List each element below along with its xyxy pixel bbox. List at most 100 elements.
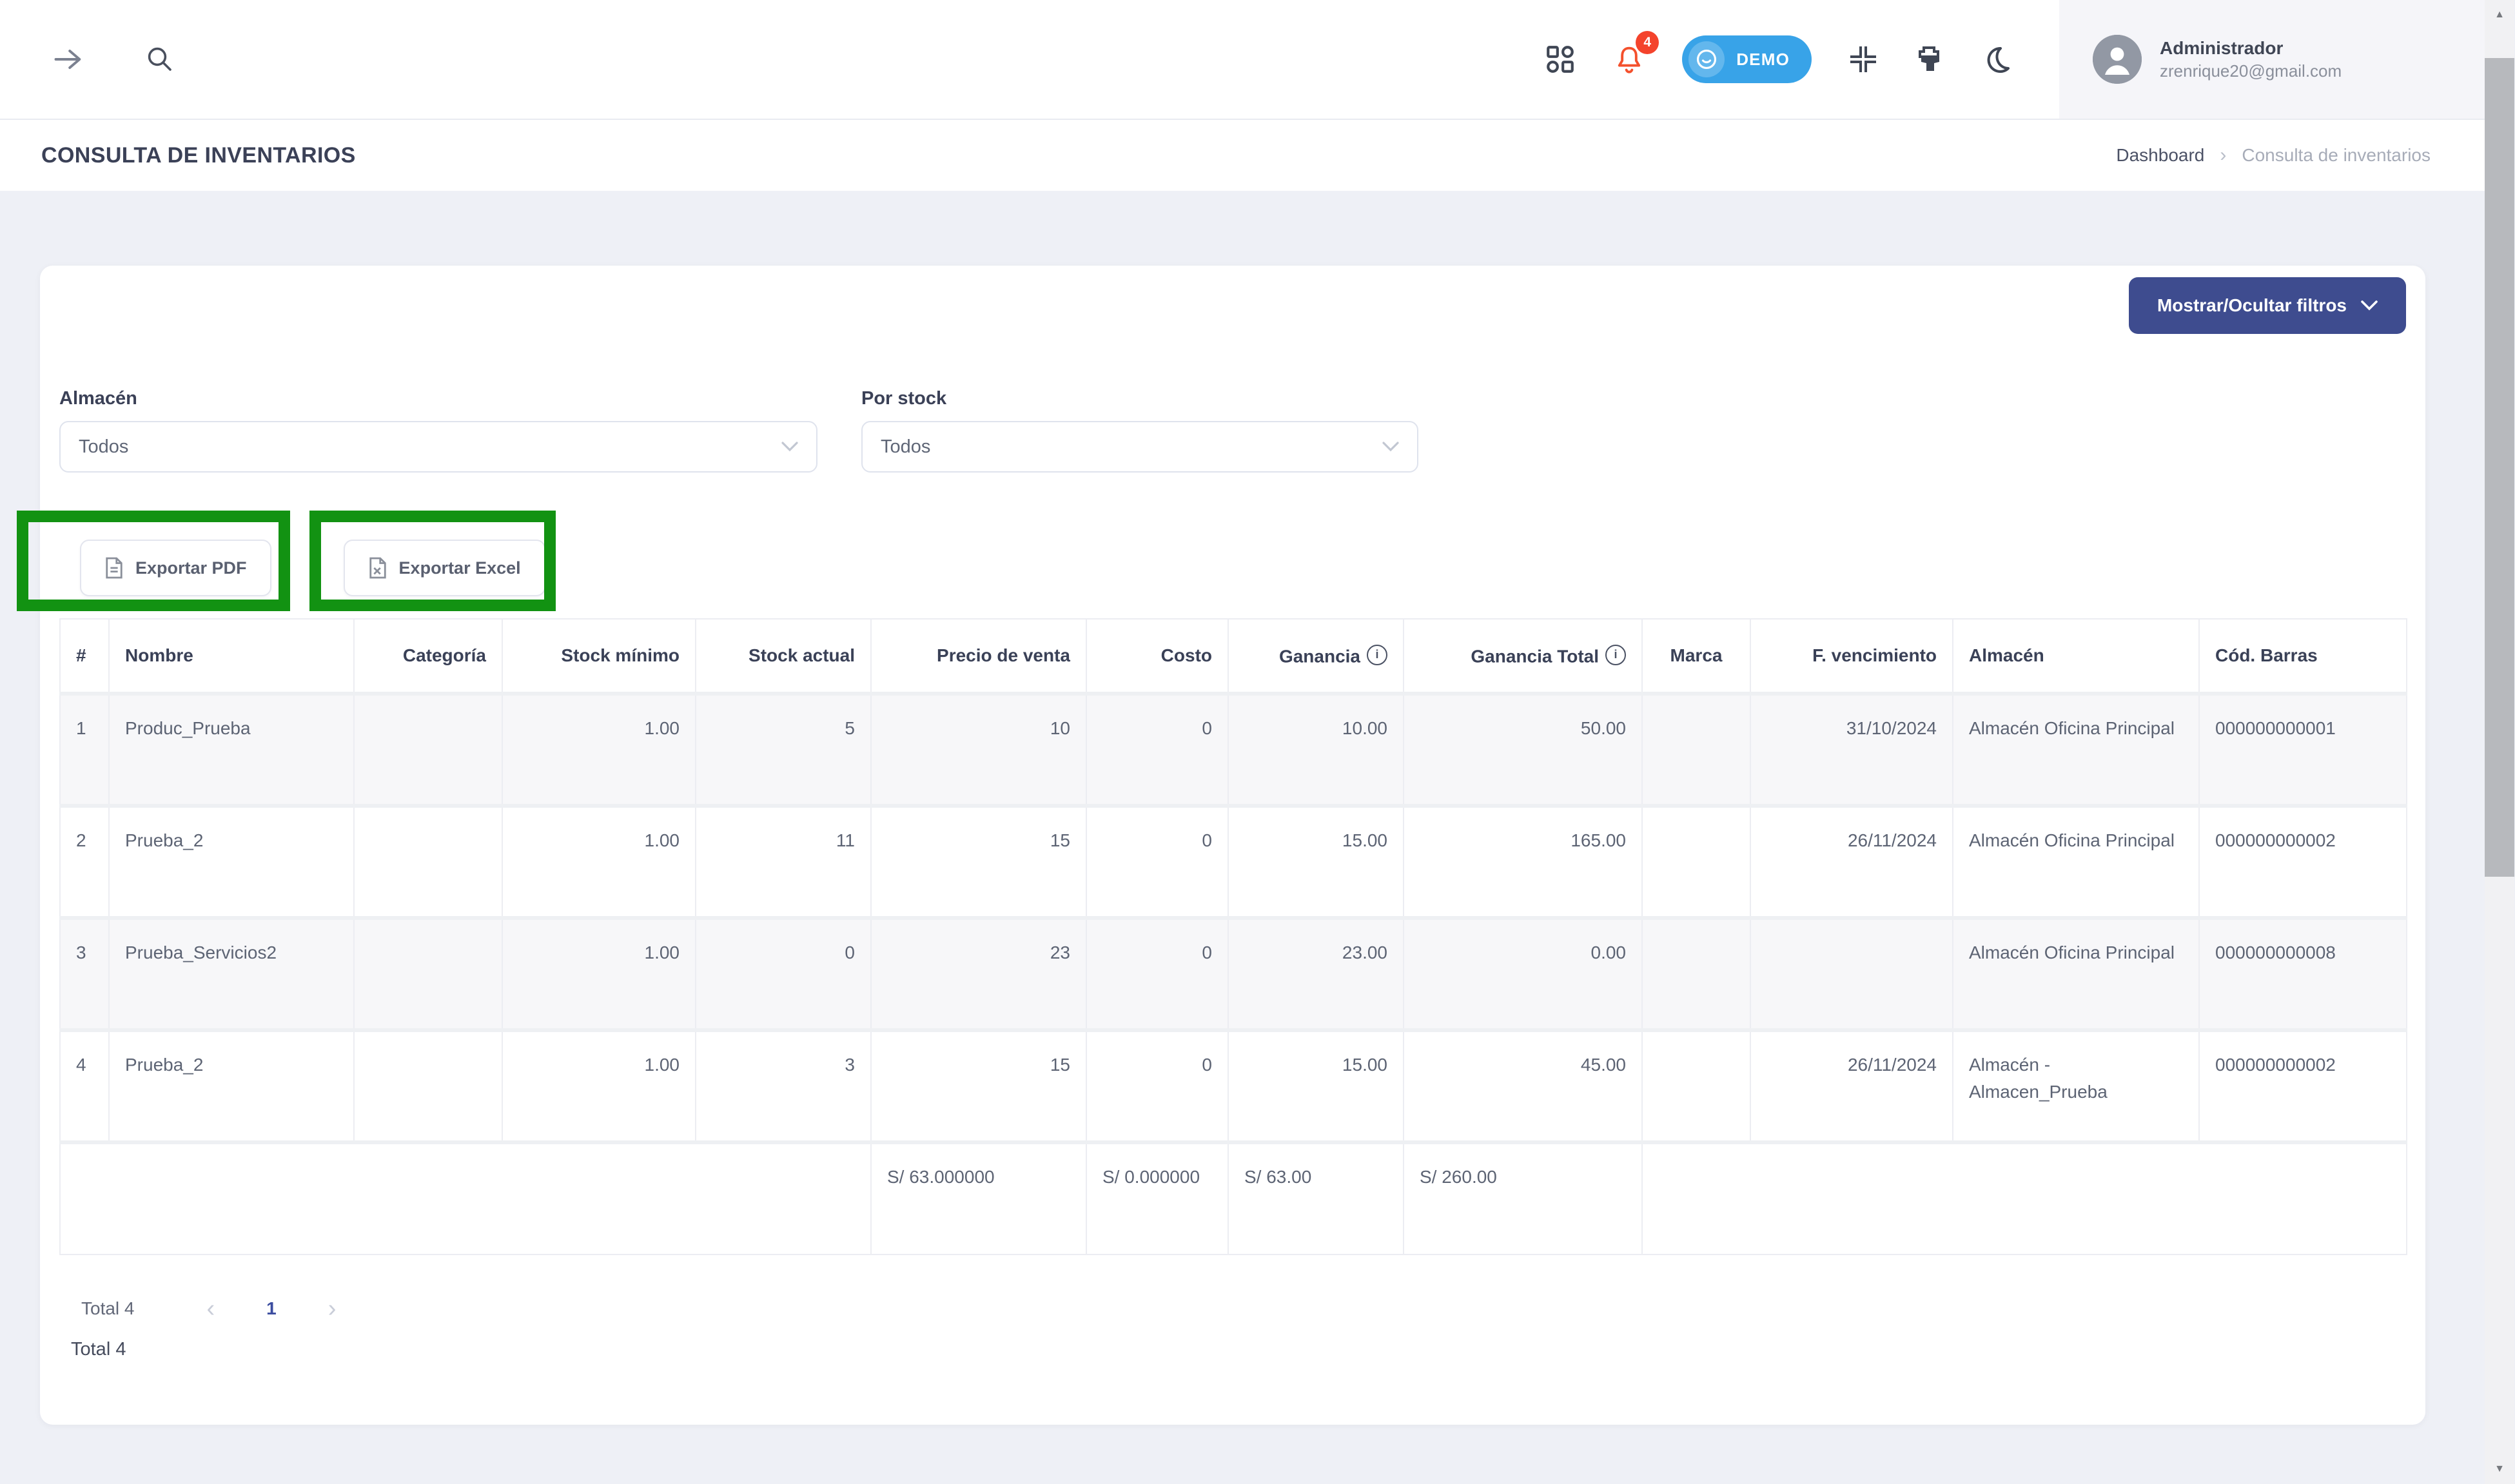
- totals-ganancia: S/ 63.00: [1228, 1142, 1404, 1255]
- footer-total: Total 4: [71, 1339, 126, 1360]
- table-cell-categoria: [353, 806, 503, 918]
- table-cell-marca: [1641, 1030, 1751, 1142]
- info-icon[interactable]: i: [1367, 644, 1387, 665]
- filter-por-stock: Por stock Todos: [861, 388, 1418, 473]
- filter-almacen: Almacén Todos: [59, 388, 817, 473]
- table-cell-cod-barras: 000000000002: [2198, 806, 2407, 918]
- table-cell-nombre: Produc_Prueba: [108, 694, 355, 806]
- user-name: Administrador: [2160, 37, 2284, 58]
- table-cell-precio-venta: 10: [870, 694, 1087, 806]
- col-header-stock-minimo: Stock mínimo: [502, 619, 696, 696]
- table-cell-stock-min: 1.00: [502, 918, 696, 1030]
- scrollbar-thumb[interactable]: [2485, 58, 2514, 877]
- export-actions: Exportar PDF Exportar Excel: [80, 540, 2406, 596]
- scrollbar-down-arrow[interactable]: ▼: [2494, 1463, 2505, 1474]
- page-title: CONSULTA DE INVENTARIOS: [41, 142, 356, 168]
- col-header-nombre: Nombre: [108, 619, 355, 696]
- totals-empty-right: [1641, 1142, 2407, 1255]
- table-cell-marca: [1641, 918, 1751, 1030]
- header-left: [0, 43, 175, 76]
- table-cell-nombre: Prueba_2: [108, 806, 355, 918]
- top-header: 4 DEMO: [0, 0, 2485, 120]
- table-row: 3 Prueba_Servicios2 1.00 0 23 0 23.00 0.00 Almac…: [59, 918, 2407, 1030]
- table-cell-stock-actual: 3: [695, 1030, 872, 1142]
- table-cell-f-vencimiento: 26/11/2024: [1750, 1030, 1953, 1142]
- user-email: zrenrique20@gmail.com: [2160, 61, 2342, 81]
- filters-section: Almacén Todos Por stock Todos: [59, 388, 2406, 473]
- compress-fullscreen-icon[interactable]: [1848, 44, 1879, 75]
- table-cell-ganancia-total: 0.00: [1403, 918, 1643, 1030]
- apps-grid-icon[interactable]: [1544, 43, 1576, 75]
- toggle-filters-button[interactable]: Mostrar/Ocultar filtros: [2128, 277, 2406, 334]
- export-pdf-button[interactable]: Exportar PDF: [80, 540, 271, 596]
- totals-precio-venta: S/ 63.000000: [870, 1142, 1087, 1255]
- info-icon[interactable]: i: [1605, 644, 1626, 665]
- table-cell-stock-actual: 11: [695, 806, 872, 918]
- notification-count-badge: 4: [1636, 31, 1659, 54]
- vertical-scrollbar: ▲ ▼: [2485, 0, 2514, 1484]
- table-cell-precio-venta: 23: [870, 918, 1087, 1030]
- toggle-filters-label: Mostrar/Ocultar filtros: [2157, 295, 2347, 315]
- table-cell-num: 3: [59, 918, 110, 1030]
- pagination-page-1[interactable]: 1: [266, 1298, 277, 1318]
- almacen-select[interactable]: Todos: [59, 421, 817, 473]
- pagination-prev-button[interactable]: ‹: [206, 1295, 215, 1322]
- export-excel-button[interactable]: Exportar Excel: [343, 540, 545, 596]
- user-menu[interactable]: Administrador zrenrique20@gmail.com: [2059, 0, 2485, 119]
- table-cell-stock-actual: 5: [695, 694, 872, 806]
- col-header-f-vencimiento: F. vencimiento: [1750, 619, 1953, 696]
- header-icon-group: 4 DEMO: [1544, 31, 2013, 83]
- smiley-icon: [1688, 41, 1725, 77]
- col-header-stock-actual: Stock actual: [695, 619, 872, 696]
- col-header-almacen: Almacén: [1952, 619, 2200, 696]
- pagination: Total 4 ‹ 1 ›: [59, 1296, 2406, 1321]
- chevron-down-icon: [1382, 442, 1399, 452]
- paint-brush-icon[interactable]: [1915, 44, 1946, 75]
- breadcrumb-dashboard[interactable]: Dashboard: [2116, 145, 2205, 165]
- table-cell-stock-min: 1.00: [502, 1030, 696, 1142]
- table-cell-nombre: Prueba_2: [108, 1030, 355, 1142]
- table-cell-ganancia: 15.00: [1228, 1030, 1404, 1142]
- excel-file-icon: [369, 557, 386, 579]
- table-cell-stock-min: 1.00: [502, 806, 696, 918]
- filter-por-stock-label: Por stock: [861, 388, 947, 409]
- pagination-total: Total 4: [81, 1298, 135, 1318]
- por-stock-select[interactable]: Todos: [861, 421, 1418, 473]
- col-header-ganancia: Ganancia i: [1228, 619, 1404, 696]
- export-excel-label: Exportar Excel: [398, 558, 521, 578]
- sidebar-toggle-arrow-icon[interactable]: [52, 43, 85, 76]
- inventory-card: Mostrar/Ocultar filtros Almacén Todos: [17, 266, 2425, 1425]
- inventory-table: # Nombre Categoría Stock mínimo Stock ac…: [59, 618, 2407, 1255]
- col-header-marca: Marca: [1641, 619, 1751, 696]
- col-header-ganancia-total: Ganancia Total i: [1403, 619, 1643, 696]
- table-cell-f-vencimiento: 26/11/2024: [1750, 806, 1953, 918]
- col-header-num: #: [59, 619, 110, 696]
- notifications-bell-icon[interactable]: 4: [1612, 31, 1659, 76]
- demo-badge[interactable]: DEMO: [1682, 35, 1812, 83]
- table-cell-f-vencimiento: 31/10/2024: [1750, 694, 1953, 806]
- search-icon[interactable]: [144, 44, 175, 75]
- table-cell-f-vencimiento: [1750, 918, 1953, 1030]
- table-cell-marca: [1641, 806, 1751, 918]
- dark-mode-moon-icon[interactable]: [1982, 44, 2013, 75]
- table-totals-row: S/ 63.000000 S/ 0.000000 S/ 63.00 S/ 260…: [59, 1142, 2407, 1255]
- table-cell-almacen: Almacén Oficina Principal: [1952, 694, 2200, 806]
- pdf-file-icon: [106, 557, 122, 579]
- table-cell-stock-actual: 0: [695, 918, 872, 1030]
- pagination-next-button[interactable]: ›: [328, 1295, 337, 1322]
- table-row: 4 Prueba_2 1.00 3 15 0 15.00 45.00 26/11/2024 Alm…: [59, 1030, 2407, 1142]
- table-row: 1 Produc_Prueba 1.00 5 10 0 10.00 50.00 31/10/20…: [59, 694, 2407, 806]
- table-cell-almacen: Almacén Oficina Principal: [1952, 806, 2200, 918]
- table-cell-almacen: Almacén - Almacen_Prueba: [1952, 1030, 2200, 1142]
- table-cell-almacen: Almacén Oficina Principal: [1952, 918, 2200, 1030]
- table-header: # Nombre Categoría Stock mínimo Stock ac…: [59, 619, 2407, 696]
- title-bar: CONSULTA DE INVENTARIOS Dashboard › Cons…: [0, 120, 2485, 191]
- table-cell-ganancia-total: 50.00: [1403, 694, 1643, 806]
- page-body: Mostrar/Ocultar filtros Almacén Todos: [0, 191, 2485, 1425]
- table-cell-precio-venta: 15: [870, 1030, 1087, 1142]
- user-avatar-icon: [2093, 35, 2142, 84]
- table-cell-costo: 0: [1086, 918, 1229, 1030]
- scrollbar-up-arrow[interactable]: ▲: [2494, 9, 2505, 20]
- table-body: 1 Produc_Prueba 1.00 5 10 0 10.00 50.00 31/10/20…: [59, 694, 2407, 1142]
